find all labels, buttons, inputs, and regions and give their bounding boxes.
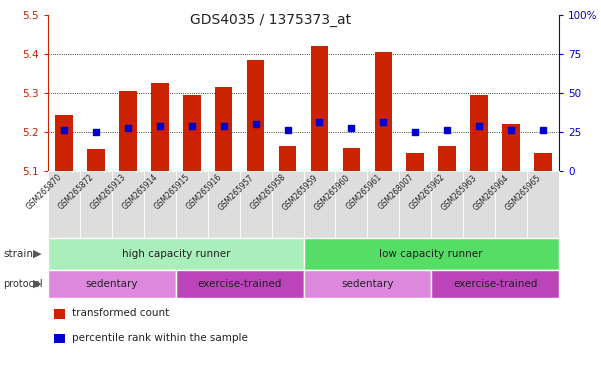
Bar: [311, 46, 328, 171]
Bar: [87, 149, 105, 171]
Point: [219, 123, 228, 129]
Text: GSM265959: GSM265959: [280, 173, 320, 212]
Point: [123, 125, 133, 131]
Point: [187, 123, 197, 129]
Text: high capacity runner: high capacity runner: [121, 249, 230, 259]
Text: strain: strain: [3, 249, 33, 259]
Point: [251, 121, 260, 127]
Bar: [279, 146, 296, 171]
Point: [347, 125, 356, 131]
Bar: [534, 153, 552, 171]
Text: GSM265870: GSM265870: [25, 173, 64, 212]
Bar: [247, 60, 264, 171]
Point: [282, 127, 292, 133]
Text: sedentary: sedentary: [86, 279, 138, 289]
Point: [474, 123, 484, 129]
Point: [506, 127, 516, 133]
Text: GSM265964: GSM265964: [472, 173, 511, 212]
Text: GSM265957: GSM265957: [216, 173, 255, 212]
Point: [538, 127, 548, 133]
Point: [315, 119, 325, 125]
Bar: [119, 91, 136, 171]
Bar: [343, 147, 360, 171]
Text: sedentary: sedentary: [341, 279, 394, 289]
Bar: [406, 153, 424, 171]
Point: [91, 129, 101, 135]
Point: [155, 123, 165, 129]
Text: exercise-trained: exercise-trained: [453, 279, 537, 289]
Text: protocol: protocol: [3, 279, 43, 289]
Text: GSM265872: GSM265872: [57, 173, 96, 212]
Text: GSM265962: GSM265962: [408, 173, 447, 212]
Text: exercise-trained: exercise-trained: [198, 279, 282, 289]
Text: GDS4035 / 1375373_at: GDS4035 / 1375373_at: [190, 13, 351, 27]
Text: GSM265913: GSM265913: [89, 173, 128, 212]
Text: transformed count: transformed count: [72, 308, 169, 318]
Text: GSM268007: GSM268007: [376, 173, 415, 212]
Point: [410, 129, 420, 135]
Bar: [215, 87, 233, 171]
Text: low capacity runner: low capacity runner: [379, 249, 483, 259]
Text: GSM265961: GSM265961: [344, 173, 383, 212]
Point: [59, 127, 69, 133]
Point: [442, 127, 452, 133]
Point: [379, 119, 388, 125]
Text: GSM265958: GSM265958: [248, 173, 287, 212]
Bar: [55, 114, 73, 171]
Bar: [151, 83, 169, 171]
Text: GSM265963: GSM265963: [440, 173, 479, 212]
Text: ▶: ▶: [33, 249, 41, 259]
Bar: [438, 146, 456, 171]
Text: ▶: ▶: [33, 279, 41, 289]
Bar: [183, 95, 201, 171]
Text: GSM265915: GSM265915: [153, 173, 192, 212]
Bar: [374, 52, 392, 171]
Text: GSM265914: GSM265914: [121, 173, 160, 212]
Bar: [502, 124, 520, 171]
Text: GSM265960: GSM265960: [313, 173, 352, 212]
Bar: [471, 95, 488, 171]
Text: GSM265965: GSM265965: [504, 173, 543, 212]
Text: GSM265916: GSM265916: [185, 173, 224, 212]
Text: percentile rank within the sample: percentile rank within the sample: [72, 333, 248, 343]
